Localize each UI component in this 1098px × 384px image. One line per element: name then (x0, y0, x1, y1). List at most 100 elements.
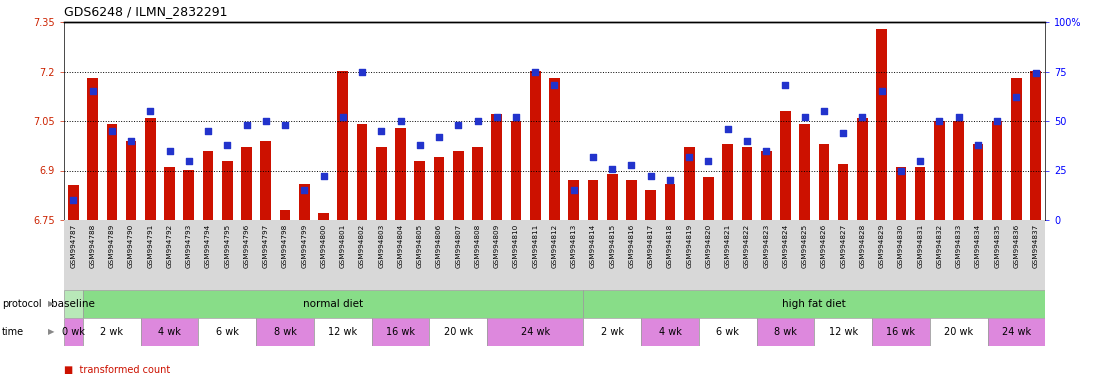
Bar (126, 141, 136, 220)
Bar (934, 121, 944, 220)
Point (604, 166, 621, 172)
Bar (569, 180, 579, 220)
Bar (838, 164, 849, 220)
Text: 24 wk: 24 wk (520, 327, 550, 337)
Text: GSM994793: GSM994793 (186, 223, 192, 268)
Text: GSM994803: GSM994803 (379, 223, 384, 268)
Bar (488, 318, 583, 346)
Text: GSM994814: GSM994814 (590, 223, 596, 268)
Text: GDS6248 / ILMN_2832291: GDS6248 / ILMN_2832291 (64, 5, 227, 18)
Point (65, 197, 82, 203)
Text: GSM994795: GSM994795 (224, 223, 231, 268)
Text: GSM994808: GSM994808 (474, 223, 481, 268)
Point (411, 142, 428, 148)
Text: 12 wk: 12 wk (829, 327, 858, 337)
Bar (987, 318, 1045, 346)
Text: GSM994787: GSM994787 (70, 223, 76, 268)
Text: 4 wk: 4 wk (158, 327, 181, 337)
Text: GSM994802: GSM994802 (359, 223, 365, 268)
Bar (395, 127, 406, 220)
Bar (761, 151, 772, 220)
Text: GSM994829: GSM994829 (878, 223, 885, 268)
Bar (530, 71, 540, 220)
Bar (64, 290, 83, 318)
Point (295, 187, 313, 194)
Bar (314, 318, 371, 346)
Bar (607, 174, 617, 220)
Text: GSM994834: GSM994834 (975, 223, 981, 268)
Point (449, 122, 467, 128)
Point (83, 88, 101, 94)
Bar (434, 157, 445, 220)
Point (623, 162, 640, 168)
Bar (199, 318, 256, 346)
Point (315, 173, 333, 179)
Point (719, 126, 737, 132)
Point (853, 114, 871, 120)
Bar (242, 147, 251, 220)
Point (661, 177, 679, 184)
Bar (587, 180, 598, 220)
Point (911, 157, 929, 164)
Bar (299, 184, 310, 220)
Text: GSM994820: GSM994820 (706, 223, 712, 268)
Bar (280, 210, 290, 220)
Text: GSM994801: GSM994801 (339, 223, 346, 268)
Text: baseline: baseline (52, 299, 96, 309)
Bar (781, 111, 791, 220)
Point (738, 138, 755, 144)
Bar (141, 318, 199, 346)
Text: GSM994828: GSM994828 (860, 223, 865, 268)
Bar (991, 121, 1002, 220)
Text: 24 wk: 24 wk (1001, 327, 1031, 337)
Point (699, 157, 717, 164)
Bar (896, 167, 906, 220)
Bar (472, 147, 483, 220)
Text: GSM994827: GSM994827 (840, 223, 847, 268)
Point (392, 118, 410, 124)
Text: GSM994816: GSM994816 (628, 223, 635, 268)
Text: GSM994811: GSM994811 (533, 223, 538, 268)
Bar (858, 118, 867, 220)
Point (180, 157, 198, 164)
Text: 8 wk: 8 wk (273, 327, 296, 337)
Bar (183, 170, 194, 220)
Text: GSM994822: GSM994822 (744, 223, 750, 268)
Bar (698, 318, 757, 346)
Bar (741, 147, 752, 220)
Text: GSM994831: GSM994831 (917, 223, 923, 268)
Point (488, 114, 505, 120)
Bar (973, 144, 983, 220)
Bar (83, 318, 141, 346)
Text: 8 wk: 8 wk (774, 327, 797, 337)
Text: GSM994818: GSM994818 (666, 223, 673, 268)
Text: GSM994798: GSM994798 (282, 223, 288, 268)
Bar (511, 121, 522, 220)
Point (354, 68, 371, 74)
Text: 20 wk: 20 wk (944, 327, 973, 337)
Text: 16 wk: 16 wk (386, 327, 415, 337)
Text: time: time (2, 327, 24, 337)
Bar (376, 147, 386, 220)
Text: GSM994809: GSM994809 (494, 223, 500, 268)
Text: ▶: ▶ (48, 300, 55, 308)
Bar (492, 114, 502, 220)
Text: GSM994817: GSM994817 (648, 223, 653, 268)
Text: GSM994819: GSM994819 (686, 223, 692, 268)
Bar (371, 318, 429, 346)
Point (988, 118, 1006, 124)
Bar (953, 121, 964, 220)
Bar (799, 124, 810, 220)
Point (970, 142, 987, 148)
Text: GSM994832: GSM994832 (937, 223, 942, 268)
Text: ■  transformed count: ■ transformed count (64, 365, 170, 375)
Text: 12 wk: 12 wk (328, 327, 357, 337)
Text: GSM994788: GSM994788 (90, 223, 96, 268)
Text: GSM994812: GSM994812 (551, 223, 558, 268)
Point (776, 82, 794, 88)
Point (430, 134, 448, 140)
Text: GSM994837: GSM994837 (1033, 223, 1039, 268)
Bar (357, 124, 368, 220)
Bar (583, 290, 1045, 318)
Bar (684, 147, 695, 220)
